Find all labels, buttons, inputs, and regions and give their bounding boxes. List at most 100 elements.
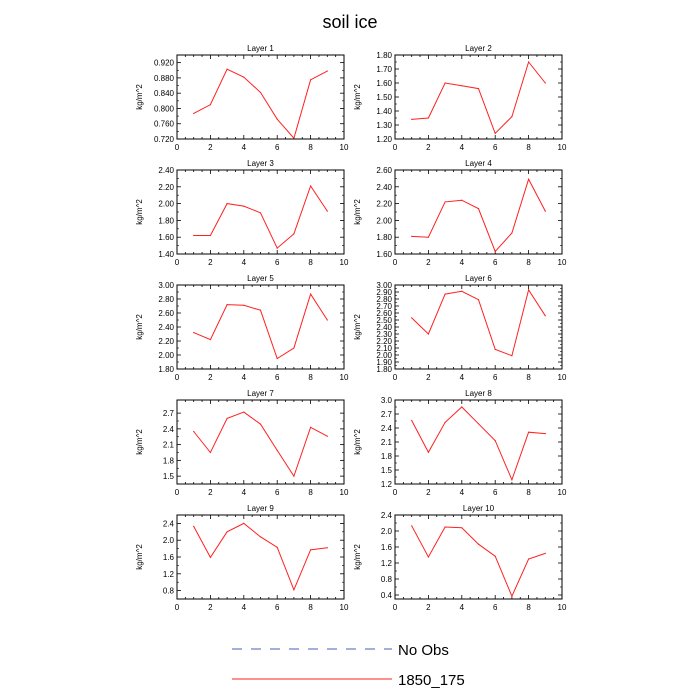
x-tick-label: 6 (493, 488, 498, 497)
data-point (326, 435, 328, 437)
data-point (243, 76, 245, 78)
plot-frame (394, 399, 563, 485)
y-tick-label: 0.880 (154, 74, 175, 83)
y-axis-label: kg/m^2 (353, 199, 362, 225)
data-point (544, 315, 546, 317)
data-point (209, 339, 211, 341)
data-point (193, 234, 195, 237)
x-tick-label: 4 (460, 488, 465, 497)
panel-title: Layer 3 (247, 159, 274, 168)
y-tick-label: 2.50 (376, 316, 392, 325)
series-line-1850_175 (193, 411, 328, 478)
legend-item-2: 1850_175 (232, 672, 465, 689)
panels-container: Layer 1kg/m^20 2 4 6 8 100.7200.7600.8000.840… (135, 44, 567, 612)
data-point (226, 531, 228, 533)
x-tick-label: 2 (208, 373, 213, 382)
x-tick-label: 6 (275, 373, 280, 382)
data-point (494, 555, 496, 557)
y-tick-label: 1.6 (163, 553, 175, 562)
data-point (444, 421, 446, 423)
y-tick-label: 1.80 (376, 51, 392, 60)
data-point (427, 117, 429, 119)
x-tick-label: 10 (558, 143, 567, 152)
y-tick-label: 2.80 (376, 295, 392, 304)
data-point (427, 333, 429, 335)
series-line-1850_175 (193, 184, 328, 249)
x-tick-label: 10 (340, 603, 349, 612)
y-tick-label: 2.7 (381, 410, 393, 419)
y-tick-label: 2.00 (376, 216, 392, 225)
data-point (259, 212, 262, 214)
y-axis-label: kg/m^2 (135, 199, 144, 225)
x-tick-label: 10 (558, 488, 567, 497)
y-tick-label: 1.5 (381, 466, 393, 475)
data-point (528, 178, 530, 180)
y-tick-label: 0.8 (381, 575, 393, 584)
data-point (259, 309, 262, 311)
data-point (310, 185, 312, 187)
plot-frame (176, 399, 345, 485)
series-line-1850_175 (411, 525, 546, 598)
data-point (544, 552, 546, 555)
data-point (209, 104, 211, 106)
data-point (427, 451, 429, 453)
panel-layer-8: Layer 8 kg/m^2 0 2 4 6 8 10 1.2 1.5 1.8 2.1 2.4 2.7 3.… (353, 389, 567, 497)
x-tick-label: 4 (460, 143, 465, 152)
data-point (494, 440, 496, 442)
data-point (411, 419, 413, 422)
data-point (544, 82, 546, 84)
panel-layer-4: Layer 4 kg/m^2 0 2 4 6 8 10 1.60 1.80 2.00 2.20 2.40… (353, 159, 567, 267)
data-point (444, 293, 446, 295)
x-tick-label: 2 (426, 373, 431, 382)
y-tick-label: 2.0 (381, 527, 393, 536)
data-point (494, 250, 496, 253)
x-tick-label: 8 (308, 143, 313, 152)
y-tick-label: 1.80 (158, 216, 174, 225)
y-tick-label: 2.4 (163, 519, 175, 528)
data-point (461, 290, 463, 292)
x-tick-label: 2 (208, 143, 213, 152)
x-tick-label: 10 (558, 603, 567, 612)
y-tick-label: 2.0 (163, 536, 175, 545)
y-tick-label: 0.800 (154, 104, 175, 113)
x-tick-label: 4 (242, 603, 247, 612)
y-tick-label: 1.90 (376, 358, 392, 367)
y-tick-label: 1.8 (381, 452, 393, 461)
y-tick-label: 0.840 (154, 89, 175, 98)
y-tick-label: 2.7 (163, 409, 175, 418)
data-point (461, 527, 463, 529)
y-tick-label: 0.760 (154, 120, 175, 129)
y-tick-label: 2.20 (376, 200, 392, 209)
x-tick-label: 10 (340, 488, 349, 497)
x-tick-label: 0 (393, 603, 398, 612)
plot-frame (394, 169, 563, 255)
x-tick-label: 8 (526, 488, 531, 497)
y-tick-label: 0.4 (381, 591, 393, 600)
y-tick-label: 0.920 (154, 59, 175, 68)
y-tick-label: 3.00 (376, 281, 392, 290)
y-tick-label: 2.4 (381, 424, 393, 433)
x-tick-label: 0 (175, 488, 180, 497)
y-tick-label: 2.40 (376, 323, 392, 332)
x-tick-label: 8 (526, 143, 531, 152)
data-point (494, 348, 496, 350)
data-point (461, 85, 463, 87)
y-tick-label: 2.00 (158, 351, 174, 360)
data-point (259, 423, 262, 425)
x-tick-label: 8 (308, 488, 313, 497)
x-tick-label: 6 (275, 143, 280, 152)
y-tick-label: 2.70 (376, 302, 392, 311)
x-tick-label: 8 (526, 258, 531, 267)
y-tick-label: 2.60 (376, 166, 392, 175)
data-point (193, 112, 195, 115)
panel-title: Layer 10 (463, 504, 495, 513)
y-tick-label: 3.0 (381, 396, 393, 405)
y-tick-label: 2.40 (158, 166, 174, 175)
series-line-1850_175 (411, 177, 546, 253)
data-point (259, 91, 262, 94)
plot-frame (176, 284, 345, 370)
x-tick-label: 4 (460, 603, 465, 612)
x-tick-label: 0 (393, 373, 398, 382)
data-point (226, 304, 228, 306)
y-tick-label: 2.00 (158, 200, 174, 209)
